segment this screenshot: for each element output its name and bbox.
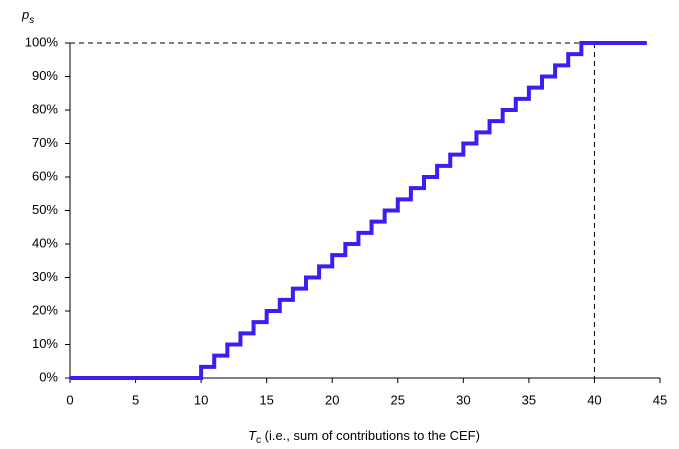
y-tick-label: 40% (32, 235, 58, 250)
x-tick-label: 20 (325, 392, 339, 407)
y-tick-label: 20% (32, 302, 58, 317)
y-label-main: p (21, 7, 29, 22)
x-label-rest: (i.e., sum of contributions to the CEF) (261, 428, 480, 443)
x-tick-label: 30 (456, 392, 470, 407)
x-label-main: T (248, 428, 257, 443)
x-tick-label: 35 (522, 392, 536, 407)
y-tick-label: 100% (25, 34, 59, 49)
y-tick-label: 30% (32, 269, 58, 284)
x-tick-label: 25 (391, 392, 405, 407)
y-tick-label: 90% (32, 68, 58, 83)
y-tick-label: 50% (32, 202, 58, 217)
y-tick-label: 70% (32, 135, 58, 150)
y-tick-label: 0% (39, 369, 58, 384)
y-label-sub: s (29, 15, 34, 26)
x-tick-label: 40 (587, 392, 601, 407)
x-tick-label: 10 (194, 392, 208, 407)
x-tick-label: 5 (132, 392, 139, 407)
y-tick-label: 60% (32, 168, 58, 183)
y-tick-label: 80% (32, 101, 58, 116)
y-axis-label: ps (21, 7, 34, 25)
x-tick-label: 0 (66, 392, 73, 407)
step-line (70, 41, 647, 380)
x-label-sub: c (256, 435, 261, 446)
y-tick-label: 10% (32, 336, 58, 351)
x-tick-label: 15 (259, 392, 273, 407)
x-tick-label: 45 (653, 392, 667, 407)
x-axis-label: Tc (i.e., sum of contributions to the CE… (248, 428, 480, 445)
